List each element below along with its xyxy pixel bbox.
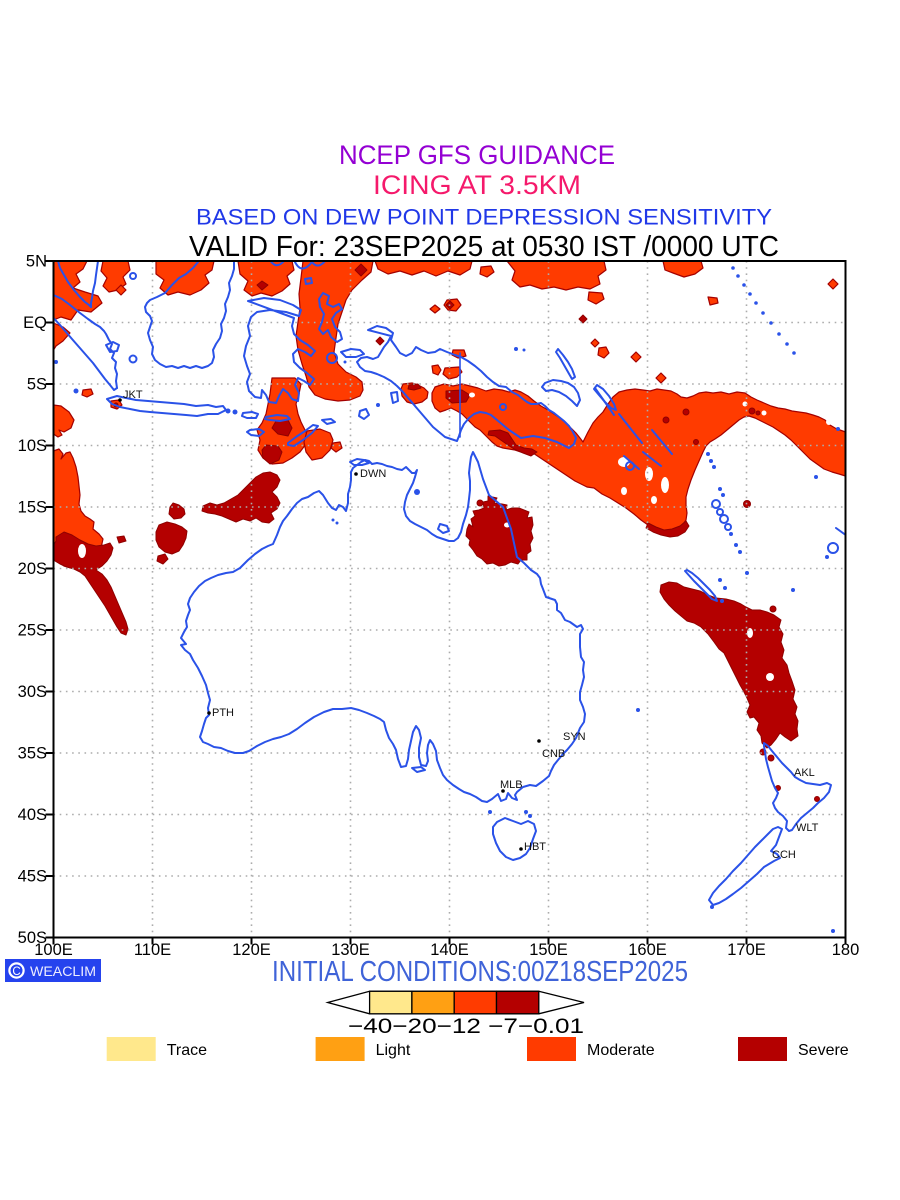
svg-text:Severe: Severe	[798, 1042, 849, 1059]
svg-text:EQ: EQ	[23, 314, 47, 332]
svg-text:SYN: SYN	[563, 731, 586, 743]
svg-text:INITIAL CONDITIONS:00Z18SEP202: INITIAL CONDITIONS:00Z18SEP2025	[272, 956, 688, 988]
svg-text:Trace: Trace	[167, 1042, 207, 1059]
svg-text:30S: 30S	[18, 683, 47, 701]
svg-text:45S: 45S	[18, 868, 47, 886]
svg-text:140E: 140E	[430, 941, 469, 959]
svg-text:AKL: AKL	[794, 767, 815, 779]
svg-text:HBT: HBT	[524, 841, 546, 853]
svg-text:20S: 20S	[18, 560, 47, 578]
svg-text:170E: 170E	[727, 941, 766, 959]
svg-text:160E: 160E	[628, 941, 667, 959]
svg-text:−40−20−12 −7−0.01: −40−20−12 −7−0.01	[348, 1015, 584, 1038]
svg-text:CCH: CCH	[772, 849, 796, 861]
svg-text:110E: 110E	[134, 941, 171, 959]
svg-text:15S: 15S	[18, 499, 47, 517]
svg-text:C: C	[12, 966, 20, 978]
svg-text:5S: 5S	[27, 376, 47, 394]
svg-text:Light: Light	[376, 1042, 411, 1059]
svg-text:Moderate: Moderate	[587, 1042, 655, 1059]
svg-text:WEACLIM: WEACLIM	[30, 964, 96, 979]
svg-text:VALID For: 23SEP2025 at 0530 I: VALID For: 23SEP2025 at 0530 IST /0000 U…	[189, 231, 779, 263]
svg-text:5N: 5N	[26, 253, 47, 271]
svg-text:40S: 40S	[18, 806, 47, 824]
svg-text:35S: 35S	[18, 745, 47, 763]
svg-text:WLT: WLT	[796, 822, 819, 834]
svg-text:50S: 50S	[18, 929, 47, 947]
svg-text:150E: 150E	[529, 941, 568, 959]
svg-text:120E: 120E	[232, 941, 271, 959]
svg-text:DWN: DWN	[360, 468, 386, 480]
svg-text:BASED ON DEW POINT DEPRESSION: BASED ON DEW POINT DEPRESSION SENSITIVIT…	[196, 205, 772, 230]
svg-text:10S: 10S	[18, 437, 47, 455]
svg-text:130E: 130E	[331, 941, 370, 959]
svg-text:JKT: JKT	[123, 389, 143, 401]
svg-text:100E: 100E	[34, 941, 73, 959]
svg-text:ICING AT 3.5KM: ICING AT 3.5KM	[373, 170, 581, 200]
svg-text:180: 180	[832, 941, 860, 959]
svg-text:CNB: CNB	[542, 748, 565, 760]
svg-text:NCEP GFS GUIDANCE: NCEP GFS GUIDANCE	[339, 140, 615, 170]
svg-text:25S: 25S	[18, 622, 47, 640]
svg-text:MLB: MLB	[500, 779, 523, 791]
svg-text:PTH: PTH	[212, 707, 234, 719]
